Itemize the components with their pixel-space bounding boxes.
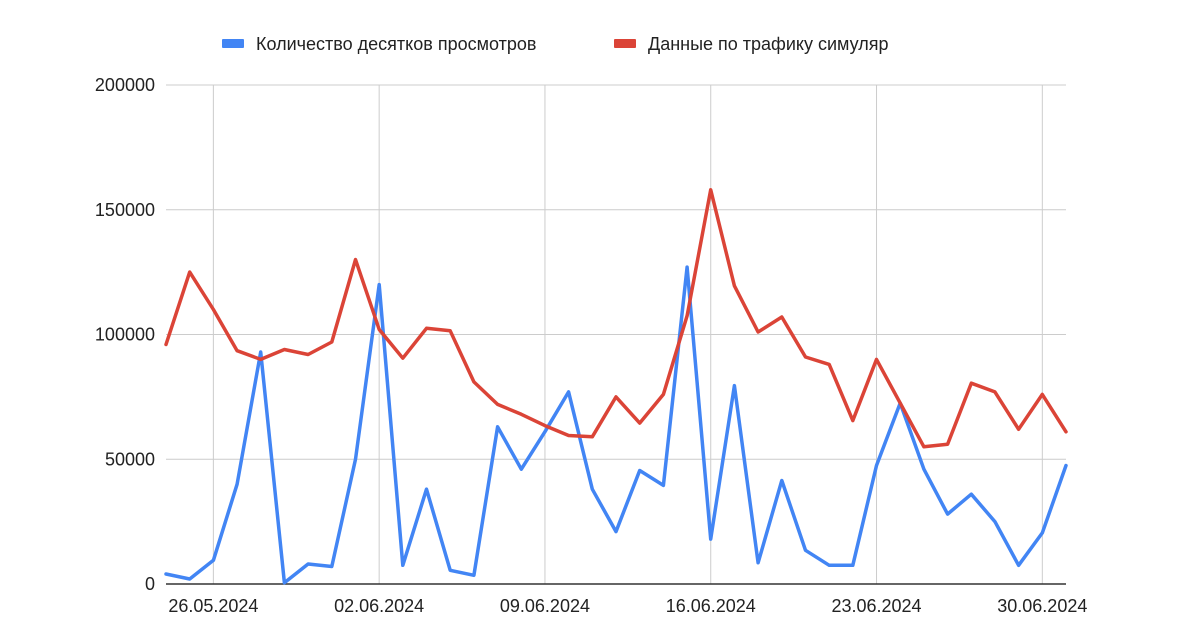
x-tick-label: 30.06.2024 — [997, 596, 1087, 616]
y-tick-label: 50000 — [105, 449, 155, 469]
series-lines — [164, 188, 1068, 585]
legend-swatch-2 — [614, 39, 636, 48]
y-tick-label: 150000 — [95, 200, 155, 220]
x-tick-label: 09.06.2024 — [500, 596, 590, 616]
y-tick-label: 100000 — [95, 325, 155, 345]
legend-swatch-1 — [222, 39, 244, 48]
x-tick-label: 26.05.2024 — [168, 596, 258, 616]
series-line-2 — [164, 188, 1068, 449]
y-tick-label: 0 — [145, 574, 155, 594]
x-tick-label: 23.06.2024 — [831, 596, 921, 616]
legend-label-2: Данные по трафику симуляр — [648, 34, 889, 54]
y-tick-label: 200000 — [95, 75, 155, 95]
legend-label-1: Количество десятков просмотров — [256, 34, 536, 54]
y-axis-ticks: 0 50000 100000 150000 200000 — [95, 75, 155, 594]
gridlines — [166, 84, 1066, 584]
x-tick-label: 02.06.2024 — [334, 596, 424, 616]
x-tick-label: 16.06.2024 — [666, 596, 756, 616]
x-axis-ticks: 26.05.2024 02.06.2024 09.06.2024 16.06.2024… — [168, 596, 1087, 616]
legend: Количество десятков просмотров Данные по … — [222, 34, 889, 54]
series-line-1 — [164, 265, 1068, 585]
